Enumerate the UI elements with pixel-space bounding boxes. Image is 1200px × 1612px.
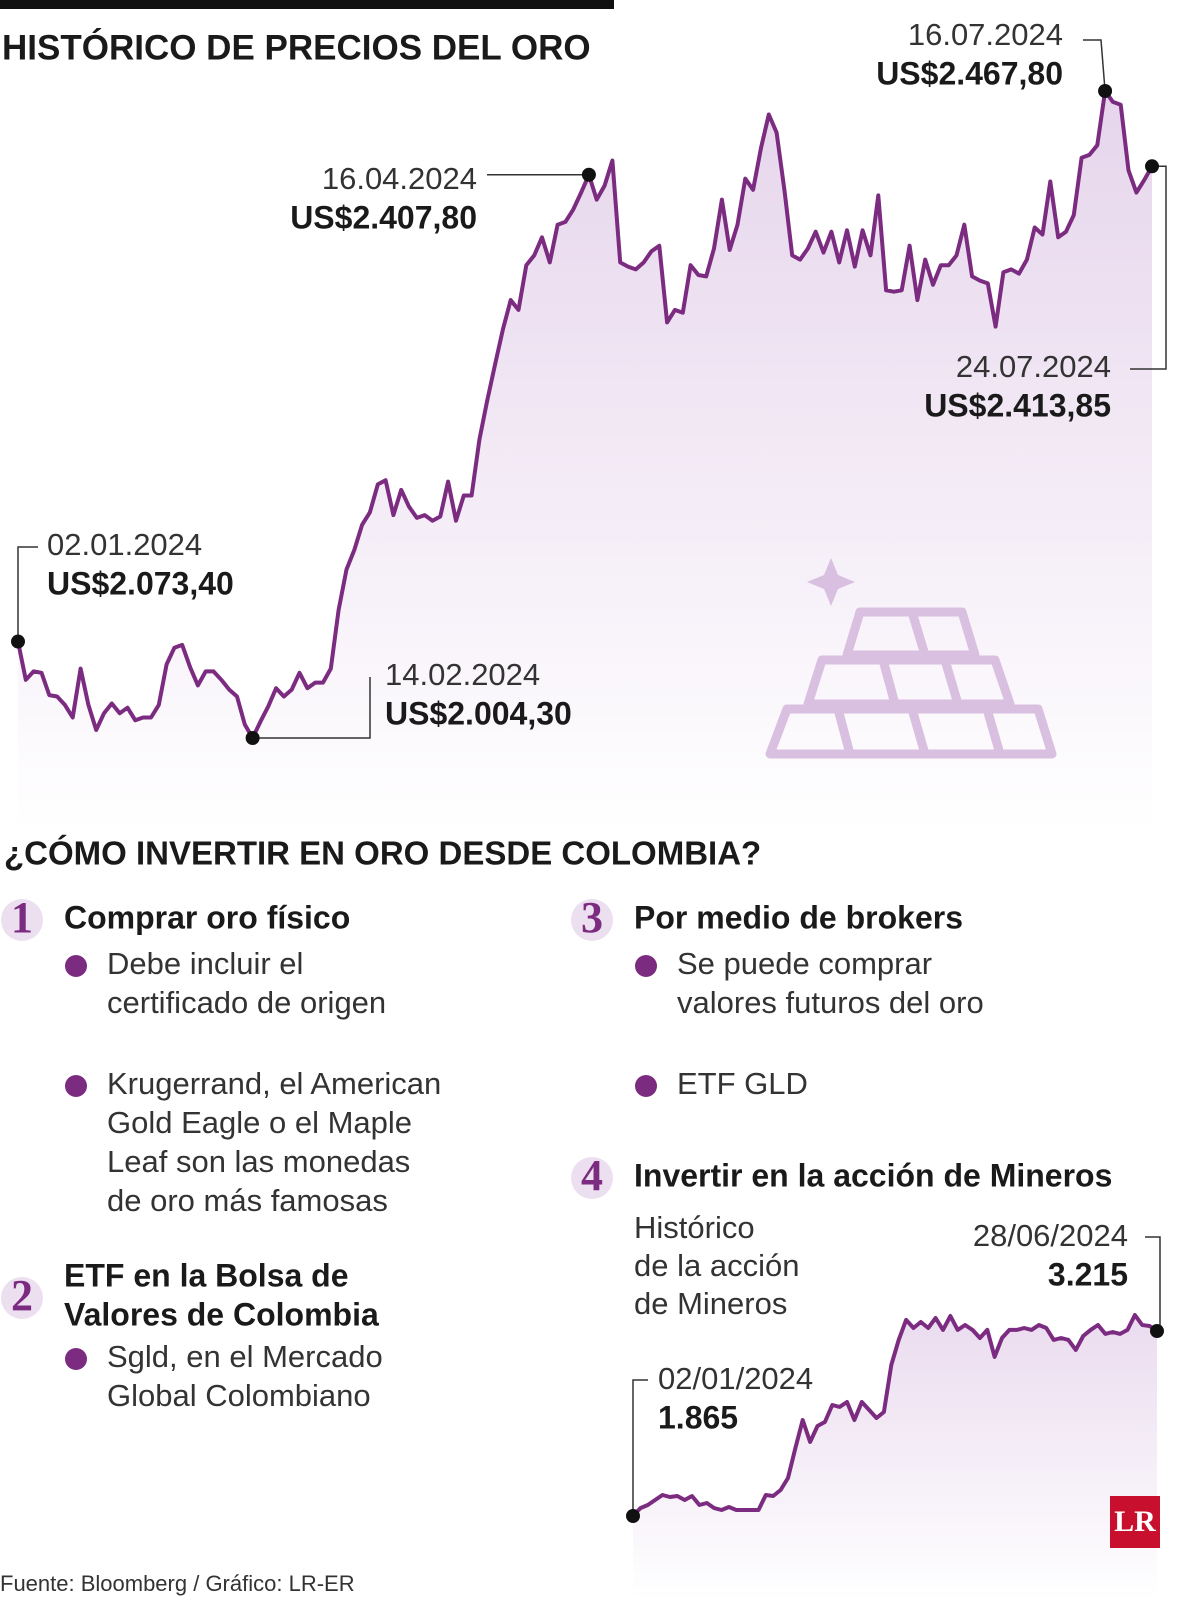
- annotation-value: 3.215: [1048, 1256, 1128, 1292]
- bullet-dot: [65, 1348, 87, 1370]
- number-circle: [1, 899, 43, 941]
- annotation-date: 14.02.2024: [385, 657, 540, 692]
- point-marker: [626, 1509, 640, 1523]
- point-marker: [11, 634, 25, 649]
- annotation-value: US$2.407,80: [290, 199, 477, 235]
- bullet-text: Sgld, en el Mercado: [107, 1339, 383, 1374]
- logo-box: [1110, 1496, 1160, 1548]
- annotation-date: 02/01/2024: [658, 1361, 813, 1396]
- chart-subtitle: de la acción: [634, 1248, 799, 1283]
- option-number: 2: [11, 1271, 33, 1320]
- bullet-text: de oro más famosas: [107, 1183, 388, 1218]
- point-marker: [581, 167, 596, 182]
- line: [631, 1313, 1159, 1518]
- annotation-value: US$2.073,40: [47, 565, 234, 601]
- options: 1 Comprar oro físico Debe incluir el certif…: [1, 893, 1112, 1413]
- annotation-date: 28/06/2024: [973, 1218, 1128, 1253]
- bullet-text: valores futuros del oro: [677, 985, 984, 1020]
- option-title: Por medio de brokers: [634, 899, 963, 935]
- option-title: Valores de Colombia: [64, 1296, 379, 1332]
- source: Fuente: Bloomberg / Gráfico: LR-ER: [0, 1571, 355, 1596]
- logo: LR: [1114, 1505, 1156, 1538]
- chart-title: HISTÓRICO DE PRECIOS DEL ORO: [2, 27, 591, 67]
- area: [633, 1315, 1157, 1600]
- bullet-text: certificado de origen: [107, 985, 386, 1020]
- leader-line: [17, 546, 38, 642]
- leader-line: [252, 677, 371, 739]
- option-title: Invertir en la acción de Mineros: [634, 1157, 1112, 1193]
- number-circle: [571, 899, 613, 941]
- option-title: Comprar oro físico: [64, 899, 350, 935]
- leader-line: [1145, 1236, 1161, 1332]
- number-circle: [1, 1277, 43, 1319]
- area: [18, 91, 1152, 830]
- bullet-dot: [65, 1075, 87, 1097]
- bullet-dot: [635, 1075, 657, 1097]
- section-title: ¿CÓMO INVERTIR EN ORO DESDE COLOMBIA?: [4, 835, 761, 872]
- option-title: ETF en la Bolsa de: [64, 1257, 349, 1293]
- option-number: 1: [11, 893, 33, 942]
- bullet-text: Global Colombiano: [107, 1378, 371, 1413]
- top-bar: [0, 0, 614, 9]
- annotation-date: 24.07.2024: [956, 349, 1111, 384]
- point-marker: [1145, 159, 1159, 174]
- bullet-text: Se puede comprar: [677, 946, 932, 981]
- annotation-date: 02.01.2024: [47, 527, 202, 562]
- annotation-date: 16.07.2024: [908, 17, 1063, 52]
- bullet-text: Krugerrand, el American: [107, 1066, 441, 1101]
- annotation-value: 1.865: [658, 1399, 738, 1435]
- option-number: 3: [581, 893, 603, 942]
- annotation-date: 16.04.2024: [322, 161, 477, 196]
- line: [16, 89, 1154, 740]
- bullet-dot: [65, 955, 87, 977]
- chart-subtitle: de Mineros: [634, 1286, 787, 1321]
- point-marker: [1098, 84, 1113, 98]
- point-marker: [1150, 1324, 1164, 1339]
- mineros-chart: 02/01/20241.86528/06/20243.215Históricod…: [626, 1210, 1164, 1600]
- bullet-text: Debe incluir el: [107, 946, 303, 981]
- leader-line: [632, 1379, 648, 1516]
- bullet-text: ETF GLD: [677, 1066, 808, 1101]
- number-circle: [571, 1157, 613, 1199]
- option-number: 4: [581, 1151, 603, 1200]
- gold-bars-icon: [765, 558, 1057, 759]
- annotation-value: US$2.467,80: [876, 55, 1063, 91]
- bullet-text: Leaf son las monedas: [107, 1144, 410, 1179]
- point-marker: [245, 731, 260, 745]
- annotation-value: US$2.413,85: [924, 387, 1111, 423]
- leader-line: [1083, 39, 1106, 92]
- annotation-value: US$2.004,30: [385, 695, 572, 731]
- bullet-dot: [635, 955, 657, 977]
- chart-subtitle: Histórico: [634, 1210, 755, 1245]
- bullet-text: Gold Eagle o el Maple: [107, 1105, 412, 1140]
